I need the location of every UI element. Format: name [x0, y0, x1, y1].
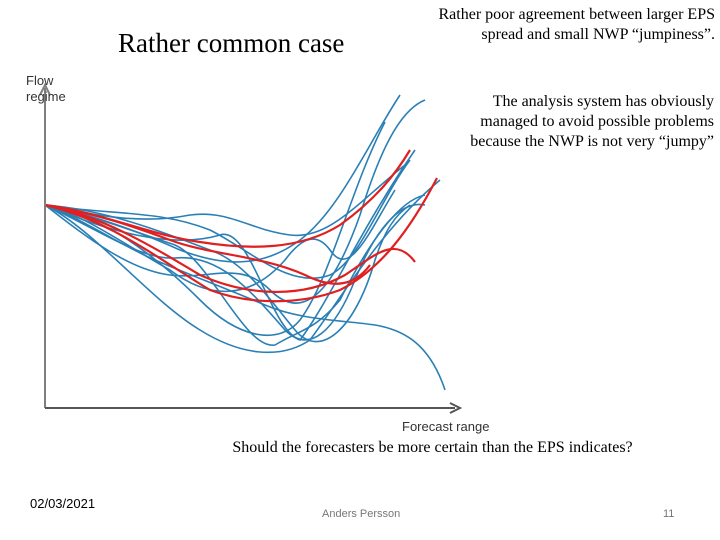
- footer-date: 02/03/2021: [30, 496, 96, 511]
- note-analysis-system: The analysis system has obviously manage…: [470, 93, 714, 150]
- ensemble-curve-9: [44, 189, 396, 293]
- y-axis-label-line1: Flow: [26, 73, 54, 88]
- y-axis-arrow-icon: [39, 82, 51, 96]
- flow-regime-diagram: Flow regime Forecast range: [26, 73, 489, 434]
- ensemble-curve-3: [44, 99, 426, 304]
- nwp-curve-1: [44, 177, 438, 303]
- nwp-curves: [44, 149, 438, 303]
- x-axis-label: Forecast range: [402, 419, 489, 434]
- slide-title: Rather common case: [118, 28, 345, 58]
- ensemble-curve-5: [44, 159, 411, 280]
- nwp-curve-4: [44, 203, 416, 294]
- ensemble-curves: [44, 94, 446, 391]
- y-axis-label-line2: regime: [26, 89, 66, 104]
- x-axis-arrow-icon: [449, 402, 463, 414]
- question-text: Should the forecasters be more certain t…: [232, 439, 633, 456]
- footer-page-number: 11: [663, 508, 675, 520]
- nwp-curve-3: [44, 203, 371, 285]
- ensemble-curve-11: [44, 204, 446, 391]
- note-eps-spread: Rather poor agreement between larger EPS…: [438, 6, 716, 43]
- ensemble-curve-10: [44, 203, 426, 341]
- footer-author: Anders Persson: [322, 508, 401, 520]
